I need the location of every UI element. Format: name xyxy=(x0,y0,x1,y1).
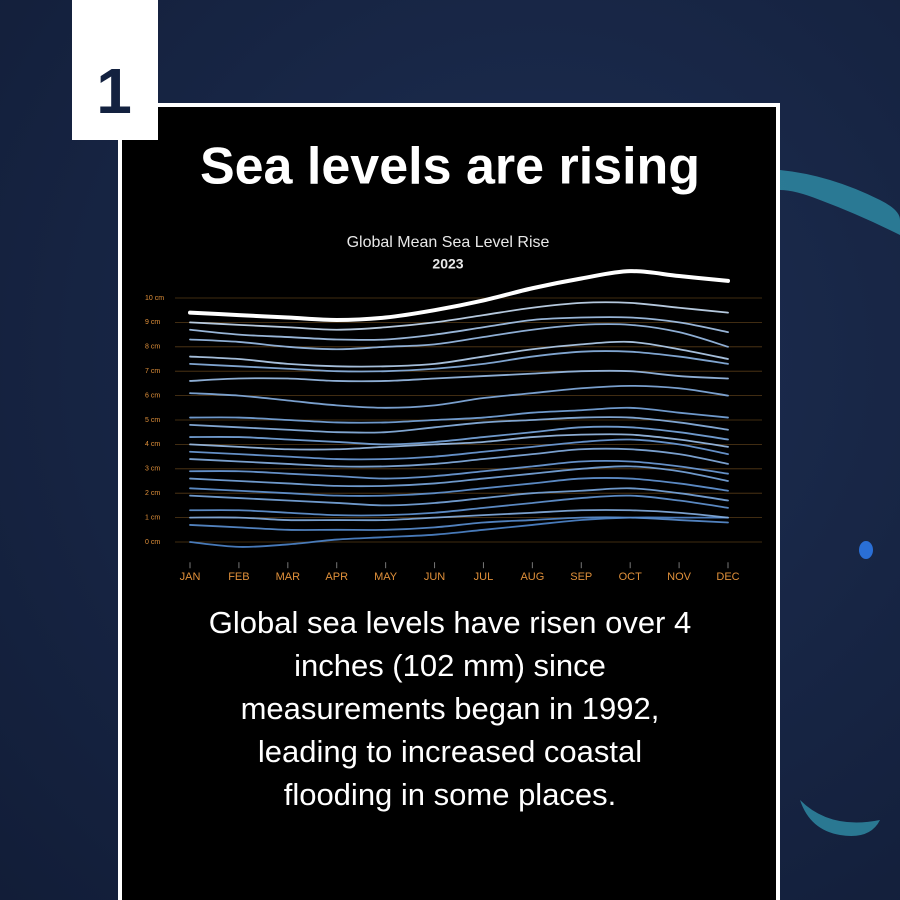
series-line xyxy=(189,477,729,497)
caption: Global sea levels have risen over 4 inche… xyxy=(209,605,691,812)
x-tick-label: JUL xyxy=(474,571,494,583)
caption-line: flooding in some places. xyxy=(284,777,617,812)
series-line xyxy=(189,447,729,468)
x-tick-label: DEC xyxy=(716,571,739,583)
series-line xyxy=(189,316,729,341)
x-tick-label: AUG xyxy=(520,571,544,583)
x-tick-label: JAN xyxy=(180,571,201,583)
badge-box xyxy=(72,0,158,140)
caption-line: leading to increased coastal xyxy=(258,734,642,769)
reef xyxy=(780,170,900,235)
series-line xyxy=(189,459,729,480)
chart-subtitle: 2023 xyxy=(432,256,463,272)
caption-line: measurements began in 1992, xyxy=(241,691,660,726)
badge: 1 xyxy=(96,55,132,127)
reef xyxy=(800,800,880,836)
series-line xyxy=(189,416,729,434)
y-tick-label: 3 cm xyxy=(145,466,160,473)
y-tick-label: 2 cm xyxy=(145,490,160,497)
series-line xyxy=(189,323,729,351)
plot: 0 cm 1 cm 2 cm 3 cm 4 cm 5 cm 6 cm 7 cm 8 cm 9 cm… xyxy=(145,269,762,583)
caption-line: inches (102 mm) since xyxy=(294,648,606,683)
series-line xyxy=(189,433,729,451)
y-tick-label: 4 cm xyxy=(145,441,160,448)
series-line xyxy=(189,487,729,507)
y-tick-label: 10 cm xyxy=(145,295,164,302)
y-tick-label: 0 cm xyxy=(145,539,160,546)
x-tick-label: JUN xyxy=(424,571,445,583)
series-line xyxy=(189,509,729,522)
series-line xyxy=(189,516,729,531)
series-line xyxy=(189,384,729,409)
series-line xyxy=(189,350,729,373)
y-tick-label: 7 cm xyxy=(145,368,160,375)
reef xyxy=(859,541,873,559)
series-line xyxy=(189,438,729,461)
series-line xyxy=(189,301,729,331)
series-line xyxy=(189,369,729,383)
headline: Sea levels are rising xyxy=(200,138,700,196)
series-line xyxy=(189,340,729,368)
x-tick-label: SEP xyxy=(570,571,592,583)
y-tick-label: 6 cm xyxy=(145,392,160,399)
x-tick-label: NOV xyxy=(667,571,692,583)
series-line xyxy=(188,269,730,322)
series-line xyxy=(189,465,729,488)
x-tick-label: OCT xyxy=(619,571,643,583)
x-tick-label: FEB xyxy=(228,571,249,583)
y-tick-label: 5 cm xyxy=(145,417,160,424)
series-line xyxy=(189,425,729,446)
chart-title: Global Mean Sea Level Rise xyxy=(347,234,550,251)
y-tick-label: 1 cm xyxy=(145,514,160,521)
caption-line: Global sea levels have risen over 4 xyxy=(209,605,691,640)
series-line xyxy=(189,406,729,424)
y-tick-label: 8 cm xyxy=(145,344,160,351)
x-tick-label: MAR xyxy=(276,571,301,583)
x-tick-label: MAY xyxy=(374,571,398,583)
x-tick-label: APR xyxy=(325,571,348,583)
y-tick-label: 9 cm xyxy=(145,319,160,326)
series-line xyxy=(189,494,729,517)
